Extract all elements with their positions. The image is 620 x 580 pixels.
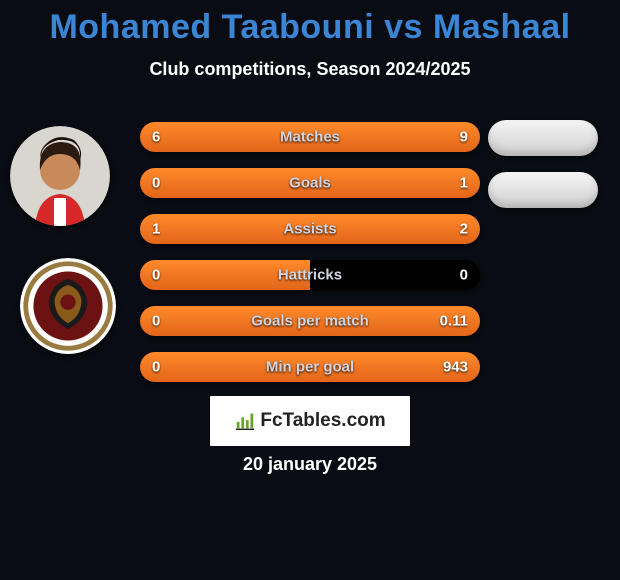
metric-name: Matches — [280, 129, 340, 146]
metric-row-goals-per-match: 0 0.11 Goals per match — [140, 306, 480, 336]
player-2-avatar — [20, 258, 116, 354]
metric-fill-left — [140, 306, 201, 336]
metric-value-left: 0 — [152, 313, 160, 330]
comparison-bars: 6 9 Matches 0 1 Goals 1 2 Assists 0 0 Hattricks 0 0.1… — [140, 122, 480, 398]
player-2-token — [488, 172, 598, 208]
metric-row-matches: 6 9 Matches — [140, 122, 480, 152]
metric-fill-left — [140, 168, 201, 198]
player-1-avatar-graphic — [10, 126, 110, 226]
metric-value-left: 0 — [152, 175, 160, 192]
metric-value-right: 0 — [460, 267, 468, 284]
metric-value-left: 1 — [152, 221, 160, 238]
metric-value-right: 943 — [443, 359, 468, 376]
metric-row-hattricks: 0 0 Hattricks — [140, 260, 480, 290]
metric-value-right: 1 — [460, 175, 468, 192]
chart-icon — [234, 410, 256, 432]
metric-value-right: 2 — [460, 221, 468, 238]
metric-name: Goals per match — [251, 313, 369, 330]
metric-fill-left — [140, 122, 276, 152]
metric-name: Hattricks — [278, 267, 342, 284]
metric-fill-right — [201, 168, 480, 198]
metric-value-right: 0.11 — [440, 313, 468, 330]
metric-name: Goals — [289, 175, 331, 192]
metric-row-assists: 1 2 Assists — [140, 214, 480, 244]
date-label: 20 january 2025 — [0, 454, 620, 475]
page-title: Mohamed Taabouni vs Mashaal — [0, 0, 620, 47]
metric-name: Assists — [283, 221, 336, 238]
player-1-token — [488, 120, 598, 156]
player-1-avatar — [10, 126, 110, 226]
metric-value-left: 6 — [152, 129, 160, 146]
metric-value-left: 0 — [152, 267, 160, 284]
metric-row-goals: 0 1 Goals — [140, 168, 480, 198]
metric-value-right: 9 — [460, 129, 468, 146]
metric-name: Min per goal — [266, 359, 354, 376]
page-subtitle: Club competitions, Season 2024/2025 — [0, 59, 620, 80]
branding-badge: FcTables.com — [210, 396, 410, 446]
branding-text: FcTables.com — [260, 410, 385, 432]
metric-row-min-per-goal: 0 943 Min per goal — [140, 352, 480, 382]
player-2-avatar-graphic — [20, 258, 116, 354]
metric-fill-left — [140, 352, 201, 382]
metric-value-left: 0 — [152, 359, 160, 376]
